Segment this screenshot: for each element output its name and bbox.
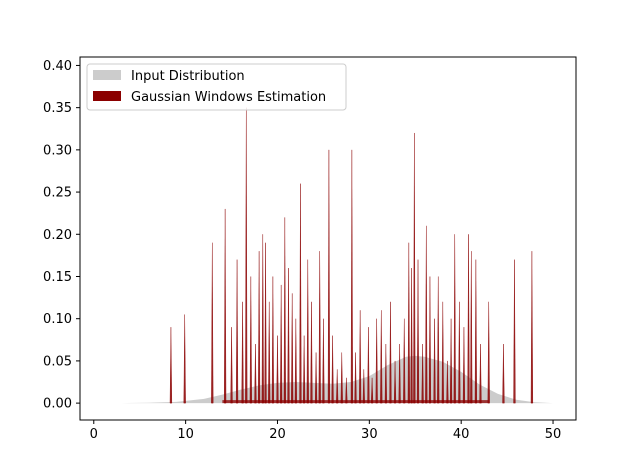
x-tick-label: 40 bbox=[453, 427, 470, 442]
y-tick-label: 0.05 bbox=[43, 354, 72, 369]
legend-label-gaussian-windows-estimation: Gaussian Windows Estimation bbox=[131, 90, 326, 105]
y-tick-label: 0.15 bbox=[43, 270, 72, 285]
plot-area bbox=[121, 107, 554, 404]
axes-frame bbox=[79, 56, 577, 421]
y-tick-label: 0.25 bbox=[43, 186, 72, 201]
estimation-spike bbox=[183, 314, 186, 404]
estimation-spike bbox=[513, 259, 516, 404]
estimation-baseline-band bbox=[222, 400, 489, 404]
y-tick-label: 0.35 bbox=[43, 101, 72, 116]
legend-swatch-input-distribution bbox=[93, 70, 121, 80]
estimation-spike bbox=[169, 327, 173, 404]
axis-ticks: 0 10 20 30 40 50 0.00 0.05 0.10 0.15 0.20 0.25 0.30 0… bbox=[43, 59, 561, 442]
x-tick-label: 30 bbox=[361, 427, 378, 442]
y-tick-label: 0.30 bbox=[43, 143, 72, 158]
legend-swatch-gaussian-windows-estimation bbox=[93, 91, 121, 101]
x-tick-label: 50 bbox=[545, 427, 562, 442]
y-tick-label: 0.10 bbox=[43, 312, 72, 327]
estimation-spike bbox=[530, 251, 534, 404]
y-tick-label: 0.00 bbox=[43, 397, 72, 412]
estimation-spike bbox=[211, 242, 214, 404]
input-distribution-area bbox=[121, 355, 554, 404]
x-tick-label: 0 bbox=[90, 427, 98, 442]
y-tick-label: 0.40 bbox=[43, 59, 72, 74]
x-tick-label: 10 bbox=[177, 427, 194, 442]
legend-frame bbox=[86, 63, 347, 111]
x-tick-label: 20 bbox=[269, 427, 286, 442]
estimation-spike bbox=[502, 344, 505, 404]
legend-label-input-distribution: Input Distribution bbox=[131, 69, 245, 84]
legend: Input Distribution Gaussian Windows Esti… bbox=[86, 63, 347, 111]
y-tick-label: 0.20 bbox=[43, 228, 72, 243]
